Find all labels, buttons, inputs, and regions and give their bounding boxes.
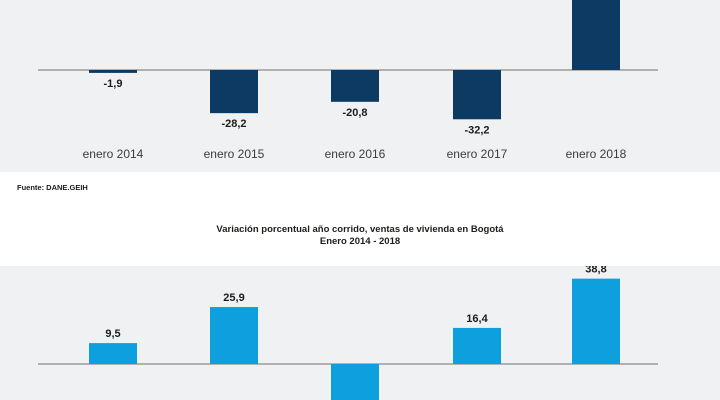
value-label-0: -1,9 bbox=[104, 78, 123, 90]
bottom-bar-chart: 9,5 25,9 16,4 38,8 bbox=[38, 266, 658, 400]
chart-subtitle: Enero 2014 - 2018 bbox=[319, 236, 401, 247]
x-tick-label-3: enero 2017 bbox=[447, 147, 508, 161]
source-note: Fuente: DANE.GEIH bbox=[17, 183, 88, 192]
x-tick-label-1: enero 2015 bbox=[204, 147, 265, 161]
x-tick-label-0: enero 2014 bbox=[83, 147, 144, 161]
bar-1 bbox=[210, 307, 258, 364]
value-label-2: -20,8 bbox=[342, 107, 367, 119]
bar-3 bbox=[453, 327, 501, 364]
value-label-4: 38,8 bbox=[585, 266, 606, 276]
bar-2 bbox=[331, 70, 379, 102]
value-label-1: -28,2 bbox=[221, 118, 246, 130]
x-tick-label-4: enero 2018 bbox=[566, 147, 627, 161]
value-label-3: 16,4 bbox=[466, 313, 488, 325]
bar-0 bbox=[89, 70, 137, 73]
bar-4 bbox=[572, 0, 620, 70]
value-label-0: 9,5 bbox=[105, 328, 120, 340]
top-bar-chart: -1,9 -28,2 -20,8 -32,2 enero 2014 enero 2015 e… bbox=[38, 0, 658, 161]
value-label-1: 25,9 bbox=[223, 292, 244, 304]
x-tick-label-2: enero 2016 bbox=[325, 147, 386, 161]
bar-2 bbox=[331, 364, 379, 400]
value-label-3: -32,2 bbox=[464, 124, 489, 136]
chart-title: Variación porcentual año corrido, ventas… bbox=[216, 224, 504, 235]
bar-0 bbox=[89, 343, 137, 364]
bar-1 bbox=[210, 70, 258, 114]
bar-3 bbox=[453, 70, 501, 120]
bar-4 bbox=[572, 278, 620, 364]
